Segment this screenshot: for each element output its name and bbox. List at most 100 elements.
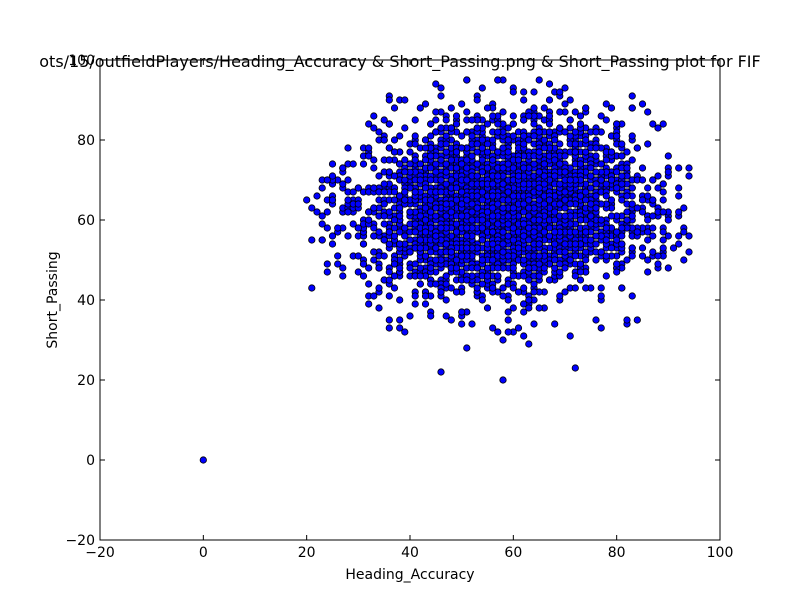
scatter-point [432,168,440,176]
scatter-point [406,248,414,256]
scatter-point [411,116,419,124]
scatter-point [623,216,631,224]
scatter-point [638,208,647,216]
scatter-point [442,160,450,168]
scatter-point [463,224,471,232]
scatter-point [628,292,636,300]
scatter-point [571,364,579,372]
scatter-point [421,300,430,308]
scatter-point [561,240,569,248]
scatter-point [489,228,497,236]
scatter-point [421,216,430,224]
scatter-point [406,312,414,320]
scatter-point [654,260,662,268]
scatter-point [494,76,502,84]
y-tick-label: 20 [77,373,95,389]
scatter-point [354,252,362,260]
scatter-point [535,252,543,260]
scatter-point [587,212,595,220]
scatter-point [323,176,331,184]
scatter-point [473,192,481,200]
scatter-point [644,108,652,116]
scatter-point [401,96,409,104]
scatter-point [602,236,610,244]
scatter-point [535,76,543,84]
scatter-point [509,192,517,200]
scatter-point [318,236,326,244]
scatter-point [328,240,337,248]
scatter-point [551,156,559,164]
scatter-point [561,188,569,196]
scatter-point [478,296,486,304]
scatter-point [489,112,497,120]
scatter-point [535,216,543,224]
scatter-point [664,216,672,224]
scatter-point [421,156,430,164]
scatter-point [313,208,321,216]
scatter-point [576,260,585,268]
scatter-point [525,112,533,120]
scatter-point [618,284,626,292]
scatter-point [628,212,636,220]
scatter-point [432,116,440,124]
scatter-point [447,156,455,164]
scatter-point [432,232,440,240]
scatter-point [520,116,528,124]
scatter-point [478,224,486,232]
scatter-point [478,216,486,224]
scatter-point [509,164,517,172]
scatter-point [458,188,466,196]
scatter-point [452,120,461,128]
scatter-point [365,208,373,216]
scatter-point [473,204,481,212]
scatter-point [680,228,688,236]
y-tick-label: 0 [86,453,95,469]
scatter-point [664,168,672,176]
scatter-point [390,136,399,144]
scatter-point [644,216,652,224]
scatter-point [421,100,430,108]
scatter-point [607,244,616,252]
scatter-point [633,228,641,236]
scatter-point [354,224,362,232]
scatter-point [359,240,368,248]
scatter-point [592,192,600,200]
scatter-point [509,264,517,272]
scatter-point [520,208,528,216]
scatter-point [499,108,507,116]
scatter-point [334,252,342,260]
scatter-point [411,300,419,308]
y-axis-label: Short_Passing [45,251,61,348]
scatter-point [370,224,378,232]
scatter-point [587,164,595,172]
scatter-point [545,276,554,284]
scatter-point [571,228,579,236]
scatter-point [659,180,667,188]
scatter-point [618,196,626,204]
scatter-point [396,204,404,212]
scatter-point [328,232,337,240]
scatter-point [556,140,564,148]
scatter-point [582,248,590,256]
scatter-point [525,236,533,244]
scatter-point [675,232,683,240]
scatter-point [401,168,409,176]
scatter-point [582,196,590,204]
scatter-point [473,284,481,292]
scatter-point [514,324,523,332]
scatter-point [478,144,486,152]
scatter-point [328,160,337,168]
scatter-point [406,148,414,156]
scatter-point [437,188,445,196]
scatter-point [597,176,605,184]
scatter-point [452,112,461,120]
scatter-point [535,260,543,268]
scatter-point [483,140,492,148]
scatter-point [421,204,430,212]
scatter-point [525,304,533,312]
scatter-point [664,232,672,240]
scatter-point [545,112,554,120]
scatter-point [566,200,574,208]
scatter-point [514,288,523,296]
scatter-point [618,232,626,240]
